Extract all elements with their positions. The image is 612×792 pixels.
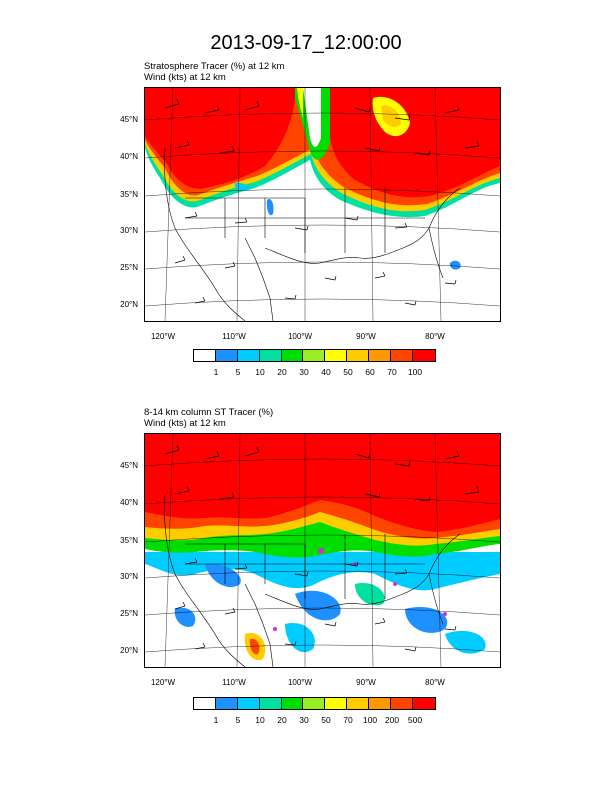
- colorbar-tick: 100: [362, 715, 378, 725]
- colorbar-tick: 50: [343, 367, 353, 377]
- colorbar-tick: 70: [343, 715, 353, 725]
- colorbar-swatch: [325, 350, 348, 361]
- colorbar-swatch: [369, 698, 392, 709]
- panel1-wind-label: Wind (kts) at 12 km: [144, 72, 226, 83]
- panel2-lon-label: 90°W: [356, 678, 376, 687]
- colorbar-tick: 20: [277, 367, 287, 377]
- panel1-map: [144, 87, 501, 322]
- colorbar-swatch: [281, 698, 304, 709]
- colorbar-tick: 500: [407, 715, 423, 725]
- panel2-lat-label: 20°N: [120, 646, 138, 655]
- colorbar-swatch: [325, 698, 348, 709]
- panel2-field-label: 8-14 km column ST Tracer (%): [144, 407, 274, 418]
- panel1-lon-label: 80°W: [425, 332, 445, 341]
- panel1-lat-label: 25°N: [120, 263, 138, 272]
- colorbar-swatch: [237, 698, 260, 709]
- panel2-lat-label: 40°N: [120, 498, 138, 507]
- panel2-map: [144, 433, 501, 668]
- colorbar-swatch: [259, 698, 282, 709]
- colorbar-swatch: [259, 350, 282, 361]
- colorbar-tick: 40: [321, 367, 331, 377]
- panel1-map-svg: [145, 88, 500, 321]
- colorbar-swatch: [347, 698, 370, 709]
- panel2-lon-label: 110°W: [222, 678, 246, 687]
- colorbar-tick: 100: [407, 367, 423, 377]
- colorbar-tick: 60: [365, 367, 375, 377]
- colorbar-swatch: [215, 350, 238, 361]
- panel1-lat-label: 20°N: [120, 300, 138, 309]
- panel1-lon-label: 90°W: [356, 332, 376, 341]
- panel1-lon-label: 120°W: [150, 332, 176, 341]
- panel1-lon-label: 100°W: [287, 332, 313, 341]
- panel2-lon-label: 100°W: [287, 678, 313, 687]
- colorbar-tick: 200: [384, 715, 400, 725]
- colorbar-swatch: [412, 350, 435, 361]
- colorbar-swatch: [215, 698, 238, 709]
- panel2-wind-label: Wind (kts) at 12 km: [144, 418, 226, 429]
- panel2-lat-label: 45°N: [120, 461, 138, 470]
- colorbar-tick: 5: [235, 367, 241, 377]
- colorbar-tick: 1: [213, 715, 219, 725]
- panel2-lat-label: 35°N: [120, 536, 138, 545]
- panel2-lat-label: 25°N: [120, 609, 138, 618]
- colorbar-swatch: [303, 698, 326, 709]
- colorbar-tick: 30: [299, 715, 309, 725]
- panel2-colorbar: [193, 697, 436, 710]
- plot-title: 2013-09-17_12:00:00: [210, 32, 402, 54]
- panel2-lat-label: 30°N: [120, 572, 138, 581]
- panel2-lon-label: 120°W: [150, 678, 176, 687]
- colorbar-swatch: [412, 698, 435, 709]
- colorbar-swatch: [281, 350, 304, 361]
- panel1-lat-label: 30°N: [120, 226, 138, 235]
- colorbar-swatch: [194, 350, 216, 361]
- panel1-lat-label: 35°N: [120, 190, 138, 199]
- colorbar-swatch: [369, 350, 392, 361]
- colorbar-swatch: [237, 350, 260, 361]
- panel1-colorbar: [193, 349, 436, 362]
- colorbar-tick: 30: [299, 367, 309, 377]
- panel2-map-svg: [145, 434, 500, 667]
- colorbar-tick: 50: [321, 715, 331, 725]
- colorbar-tick: 10: [255, 367, 265, 377]
- colorbar-swatch: [194, 698, 216, 709]
- colorbar-tick: 5: [235, 715, 241, 725]
- panel1-lon-label: 110°W: [222, 332, 246, 341]
- panel2-lon-label: 80°W: [425, 678, 445, 687]
- colorbar-tick: 10: [255, 715, 265, 725]
- colorbar-swatch: [391, 698, 413, 709]
- colorbar-tick: 20: [277, 715, 287, 725]
- colorbar-swatch: [391, 350, 413, 361]
- colorbar-swatch: [303, 350, 326, 361]
- panel1-lat-label: 40°N: [120, 152, 138, 161]
- colorbar-tick: 70: [387, 367, 397, 377]
- colorbar-tick: 1: [213, 367, 219, 377]
- colorbar-swatch: [347, 350, 370, 361]
- panel1-lat-label: 45°N: [120, 115, 138, 124]
- panel1-field-label: Stratosphere Tracer (%) at 12 km: [144, 61, 285, 72]
